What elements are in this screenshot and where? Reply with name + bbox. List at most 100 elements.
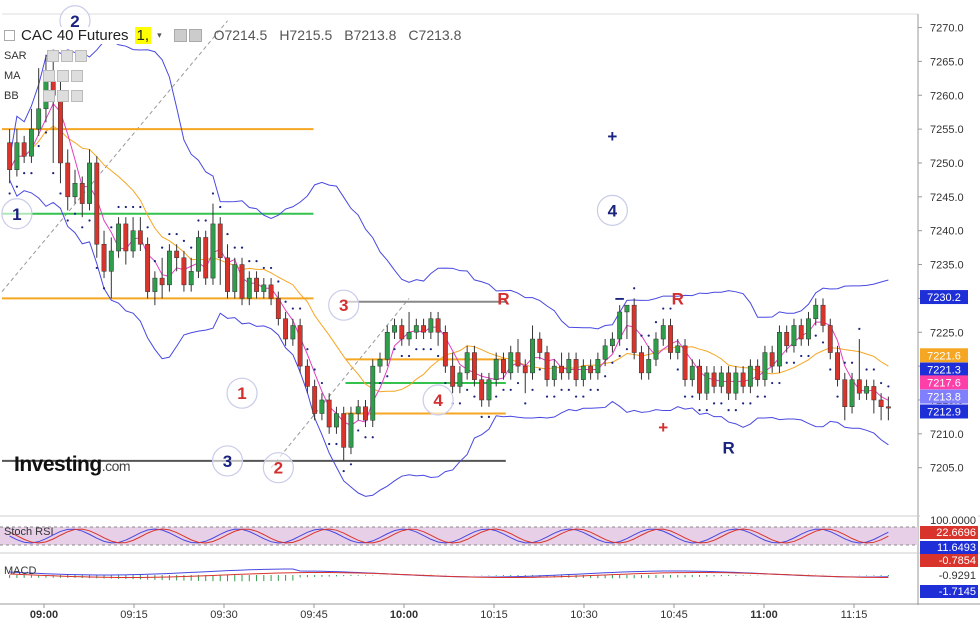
close-icon[interactable]	[74, 50, 87, 62]
y-tick-label: 7260.0	[930, 90, 964, 102]
sar-dot	[248, 260, 251, 263]
visibility-icon[interactable]	[42, 90, 55, 102]
annotation-circle	[596, 194, 629, 226]
collapse-icon[interactable]	[4, 29, 15, 41]
close-icon[interactable]	[70, 70, 83, 82]
gear-icon[interactable]	[56, 90, 69, 102]
candle-body	[639, 352, 644, 374]
candle-body	[827, 325, 833, 353]
visibility-icon[interactable]	[42, 70, 55, 82]
price-tag	[920, 404, 968, 419]
sar-dot	[88, 219, 91, 222]
annotation-label: +	[658, 418, 668, 437]
macd-value-tag	[920, 585, 978, 598]
sar-dot	[131, 205, 135, 209]
indicator-controls[interactable]	[46, 50, 87, 62]
sar-dot	[458, 402, 461, 405]
sar-dot	[52, 172, 55, 175]
dropdown-icon[interactable]: ▾	[157, 29, 162, 40]
x-tick-label: 10:30	[570, 609, 598, 621]
sar-dot	[771, 381, 774, 385]
gear-icon[interactable]	[188, 28, 202, 42]
sar-dot	[887, 385, 890, 388]
annotation-label: −	[615, 289, 625, 308]
candle-body	[580, 365, 586, 380]
annotation-label: 1	[12, 205, 21, 224]
gear-icon[interactable]	[60, 50, 73, 62]
candle-body	[363, 406, 368, 421]
symbol-name[interactable]: CAC 40 Futures	[21, 26, 129, 44]
candle-body	[718, 372, 724, 387]
sar-dot	[226, 232, 229, 236]
candle-body	[28, 128, 34, 157]
sar-dot	[596, 388, 599, 391]
sar-dot	[95, 266, 98, 270]
sar-dot	[800, 354, 803, 358]
macd-label: MACD	[4, 565, 37, 577]
indicator-controls[interactable]	[42, 90, 83, 102]
candle-body	[747, 365, 753, 387]
price-tag	[920, 290, 968, 305]
sar-dot	[516, 381, 520, 385]
sar-dot	[480, 415, 483, 418]
candle-body	[428, 318, 434, 333]
high-value: H7215.5	[279, 27, 333, 43]
y-tick-label: 7225.0	[930, 327, 964, 339]
indicator-bb[interactable]: BB	[4, 90, 83, 102]
sar-dot	[161, 246, 164, 249]
header-controls[interactable]	[173, 28, 202, 42]
annotation-label: +	[607, 127, 617, 146]
indicator-ma[interactable]: MA	[4, 70, 83, 82]
interval-label[interactable]: 1,	[134, 26, 152, 44]
sar-dot	[407, 354, 411, 358]
sar-dot	[124, 205, 127, 209]
visibility-icon[interactable]	[46, 50, 59, 62]
sar-dot	[807, 354, 810, 358]
y-tick-label: 7205.0	[930, 463, 964, 475]
x-tick-label: 11:15	[841, 609, 868, 621]
candle-body	[544, 352, 550, 380]
candle-body	[304, 365, 310, 387]
sar-dot	[582, 395, 585, 398]
sar-dot	[349, 463, 353, 466]
candle-body	[421, 325, 427, 333]
candle-body	[370, 365, 376, 421]
sar-dot	[821, 341, 825, 344]
sar-dot	[814, 334, 817, 337]
candle-body	[682, 345, 688, 380]
sar-dot	[625, 348, 629, 351]
candle-body	[457, 372, 463, 387]
sar-dot	[73, 212, 77, 215]
close-icon[interactable]	[70, 90, 83, 102]
candle-body	[58, 95, 63, 164]
sar-dot	[785, 361, 788, 364]
gear-icon[interactable]	[56, 70, 69, 82]
sar-dot	[560, 388, 563, 391]
settings-icon[interactable]	[173, 28, 187, 42]
bollinger-upper	[9, 40, 889, 330]
sar-dot	[219, 205, 222, 209]
low-value: B7213.8	[344, 27, 397, 43]
sar-dot	[843, 361, 846, 364]
sar-dot	[545, 395, 549, 398]
candle-body	[297, 325, 303, 367]
candle-body	[675, 345, 681, 353]
candle-body	[435, 318, 441, 333]
price-tag	[920, 362, 968, 377]
candle-body	[849, 379, 855, 407]
candle-body	[864, 386, 870, 394]
indicator-sar[interactable]: SAR	[4, 50, 87, 62]
sar-dot	[313, 368, 316, 371]
annotation-label: 4	[608, 201, 618, 220]
sar-dot	[712, 402, 716, 405]
candle-body	[733, 372, 739, 394]
sar-dot	[850, 361, 854, 364]
candle-body	[101, 243, 107, 272]
candle-body	[166, 250, 172, 286]
y-tick-label: 7235.0	[930, 260, 964, 272]
indicator-controls[interactable]	[42, 70, 83, 82]
candle-body	[355, 406, 361, 414]
sar-dot	[182, 239, 186, 242]
sar-dot	[269, 266, 273, 270]
